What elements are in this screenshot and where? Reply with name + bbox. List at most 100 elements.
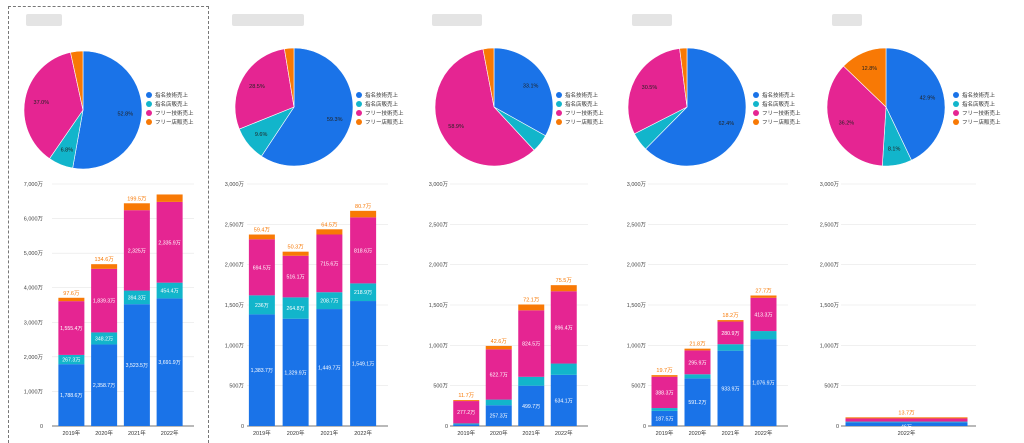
bar-segment[interactable]	[684, 350, 711, 375]
bar-segment[interactable]	[248, 234, 275, 240]
bar-segment[interactable]	[750, 295, 777, 298]
bar-segment[interactable]	[651, 410, 678, 426]
pie-slice[interactable]	[70, 50, 84, 111]
x-tick-label: 2021年	[722, 429, 740, 437]
bar-segment[interactable]	[550, 285, 577, 292]
bar-segment[interactable]	[156, 194, 183, 202]
bar-segment[interactable]	[453, 401, 480, 424]
pie-slice[interactable]	[645, 47, 747, 167]
pie-slice[interactable]	[493, 47, 554, 137]
bar-segment[interactable]	[282, 251, 309, 256]
bar-segment[interactable]	[248, 239, 275, 296]
bar-segment[interactable]	[91, 268, 118, 333]
bar-segment[interactable]	[58, 301, 85, 355]
bar-segment[interactable]	[453, 424, 480, 426]
pie-slice[interactable]	[843, 47, 887, 108]
bar-segment[interactable]	[123, 203, 150, 211]
bar-segment[interactable]	[651, 408, 678, 411]
bar-segment[interactable]	[123, 304, 150, 426]
legend-label: 指名技術売上	[762, 91, 796, 99]
bar-segment[interactable]	[717, 320, 744, 322]
legend-marker	[953, 119, 959, 125]
pie-slice[interactable]	[826, 65, 887, 167]
bar-segment[interactable]	[845, 417, 968, 419]
bar-segment[interactable]	[845, 421, 968, 423]
bar-segment[interactable]	[550, 363, 577, 375]
bar-segment[interactable]	[550, 291, 577, 364]
bar-segment[interactable]	[282, 318, 309, 426]
bar-segment[interactable]	[845, 422, 968, 426]
pie-slice[interactable]	[885, 47, 946, 161]
bar-segment[interactable]	[316, 234, 343, 293]
bar-segment[interactable]	[651, 375, 678, 377]
bar-segment[interactable]	[248, 295, 275, 315]
pie-slice[interactable]	[234, 48, 295, 130]
bar-segment[interactable]	[518, 304, 545, 311]
bar-segment[interactable]	[350, 210, 377, 218]
pie-slice[interactable]	[679, 47, 688, 108]
bar-segment[interactable]	[518, 376, 545, 386]
bar-segment[interactable]	[91, 332, 118, 345]
bar-segment-label: 454.4万	[161, 288, 179, 295]
bar-segment[interactable]	[123, 210, 150, 291]
bar-segment[interactable]	[485, 345, 512, 350]
bar-segment[interactable]	[453, 423, 480, 425]
bar-segment[interactable]	[845, 418, 968, 422]
bar-segment[interactable]	[750, 339, 777, 426]
bar-segment[interactable]	[282, 297, 309, 319]
bar-segment[interactable]	[91, 344, 118, 426]
bar-segment[interactable]	[684, 378, 711, 426]
bar-segment[interactable]	[58, 364, 85, 426]
bar-segment[interactable]	[350, 283, 377, 302]
bar-segment[interactable]	[156, 201, 183, 283]
y-tick-label: 0	[241, 424, 244, 430]
bar-segment[interactable]	[750, 331, 777, 340]
pie-slice[interactable]	[284, 47, 295, 108]
bar-segment[interactable]	[282, 255, 309, 298]
y-tick-label: 1,500万	[429, 302, 449, 309]
bar-segment[interactable]	[316, 309, 343, 426]
pie-slice[interactable]	[482, 47, 495, 108]
bar-segment[interactable]	[123, 290, 150, 305]
bar-segment[interactable]	[717, 344, 744, 351]
bar-segment[interactable]	[316, 229, 343, 235]
pie-slice[interactable]	[627, 48, 688, 135]
bar-segment[interactable]	[717, 321, 744, 345]
chart-panel-1[interactable]	[8, 6, 209, 443]
y-tick-label: 1,500万	[225, 302, 245, 309]
bar-segment[interactable]	[750, 297, 777, 332]
bar-segment-label: 267.3万	[62, 357, 80, 364]
bar-segment[interactable]	[684, 374, 711, 379]
bar-segment[interactable]	[156, 298, 183, 426]
bar-segment[interactable]	[518, 310, 545, 377]
bar-segment[interactable]	[518, 385, 545, 426]
bar-segment[interactable]	[651, 376, 678, 409]
bar-segment[interactable]	[485, 405, 512, 426]
bar-segment[interactable]	[248, 314, 275, 426]
bar-segment[interactable]	[91, 264, 118, 269]
bar-segment-label: 1,076.9万	[752, 380, 775, 387]
pie-slice[interactable]	[261, 47, 354, 167]
bar-segment[interactable]	[550, 374, 577, 426]
x-tick-label: 2022年	[555, 429, 573, 437]
bar-segment-label: 1,788.6万	[60, 392, 83, 399]
pie-slice[interactable]	[23, 51, 84, 160]
bar-segment[interactable]	[58, 354, 85, 365]
y-tick-label: 1,500万	[820, 302, 840, 309]
bar-segment[interactable]	[58, 297, 85, 302]
bar-segment[interactable]	[684, 348, 711, 351]
bar-segment[interactable]	[485, 399, 512, 406]
pie-slice[interactable]	[434, 48, 535, 167]
bar-segment[interactable]	[350, 301, 377, 426]
pie-slice[interactable]	[72, 50, 143, 170]
bar-segment[interactable]	[485, 349, 512, 400]
bar-segment[interactable]	[316, 292, 343, 310]
legend-label: フリー店販売上	[155, 118, 194, 126]
y-tick-label: 1,000万	[820, 342, 840, 349]
y-tick-label: 0	[836, 424, 839, 430]
bar-segment[interactable]	[156, 282, 183, 299]
bar-segment[interactable]	[717, 350, 744, 426]
y-tick-label: 500万	[229, 383, 244, 390]
bar-segment[interactable]	[453, 400, 480, 402]
bar-segment[interactable]	[350, 217, 377, 284]
